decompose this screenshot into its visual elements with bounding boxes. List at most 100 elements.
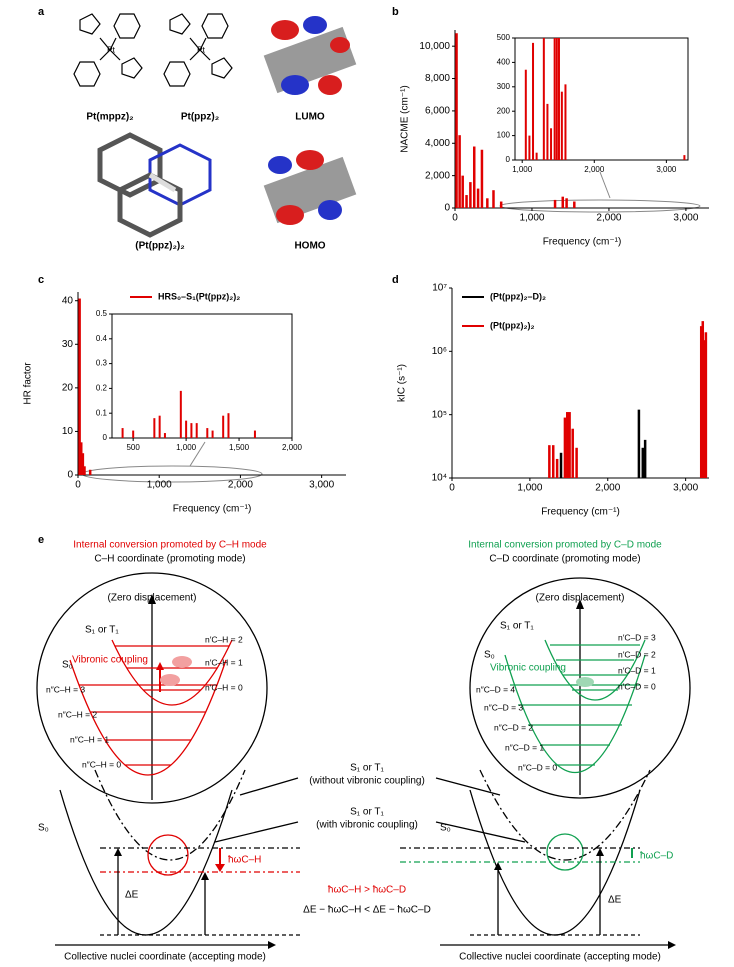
middle-label: (without vibronic coupling) [309,776,425,787]
y-tick-label: 6,000 [425,106,450,117]
quantum-label: ħωC–D [640,851,673,862]
bar [555,38,558,160]
diagram-title: Internal conversion promoted by C–H mode [73,540,267,551]
bar [704,332,708,478]
state-label: S₀ [440,823,451,834]
middle-label: S₁ or T₁ [350,807,384,818]
bar [455,33,458,209]
bar [81,453,85,475]
y-tick-label: 0.2 [96,384,108,393]
bar [480,149,484,208]
bar [524,69,527,160]
bar [703,340,706,478]
structure-label: Pt(mppz)₂ [86,112,133,123]
bar [575,447,578,478]
structure-label: Pt(ppz)₂ [181,112,219,123]
bar [158,415,161,438]
bar [195,423,198,438]
y-tick-label: 200 [497,106,511,115]
bar [486,198,489,208]
level-label: n″C–D = 1 [505,742,544,752]
bar [553,38,556,160]
callout [499,199,701,213]
x-tick-label: 0 [449,483,455,494]
bar [557,38,560,160]
zero-label: (Zero displacement) [108,593,197,604]
coupling-label: Vibronic coupling [72,655,148,666]
y-tick-label: 10⁶ [432,346,447,357]
y-tick-label: 0 [444,203,450,214]
level-label: n″C–H = 1 [70,734,109,744]
y-tick-label: 10⁴ [432,473,447,484]
diagram-subtitle: C–D coordinate (promoting mode) [489,554,640,565]
bar [555,458,559,478]
y-tick-label: 40 [62,295,74,306]
legend-label: (Pt(ppz)₂–D)₂ [490,291,546,301]
bar [701,321,705,478]
level-label: n′C–H = 1 [205,657,243,667]
x-tick-label: 3,000 [309,480,334,491]
panel-label: c [38,274,44,286]
bar [185,420,188,438]
diagram-title: Internal conversion promoted by C–D mode [468,540,662,551]
bar [550,128,553,160]
bar [568,412,571,478]
level-label: n′C–D = 1 [618,665,656,675]
dimer-sketch [97,132,212,238]
level-label: n″C–H = 3 [46,684,85,694]
bar [163,433,166,438]
bar [476,188,480,208]
x-tick-label: 1,000 [519,213,544,224]
level-label: n″C–D = 4 [476,684,515,694]
level-label: n′C–H = 2 [205,634,243,644]
panel-label: b [392,6,399,18]
y-tick-label: 10,000 [419,41,450,52]
middle-label: S₁ or T₁ [350,763,384,774]
state-label: S₀ [38,823,49,834]
bar [548,445,551,478]
y-tick-label: 0 [103,433,108,442]
y-tick-label: 30 [62,339,74,350]
atom: Pt [107,44,116,54]
x-tick-label: 0 [452,213,458,224]
atom: Pt [197,44,206,54]
level-label: n″C–H = 2 [58,709,97,719]
level-label: n′C–H = 0 [205,682,243,692]
coupling-label: Vibronic coupling [490,663,566,674]
x-tick-label: 3,000 [673,483,698,494]
panel-label: a [38,6,45,18]
x-tick-label: 1,000 [517,483,542,494]
x-tick-label: 3,000 [673,213,698,224]
bar [563,417,567,478]
bar [532,42,535,160]
bar [571,428,574,478]
y-tick-label: 0.3 [96,359,108,368]
x-axis-label: Frequency (cm⁻¹) [543,237,622,248]
x-tick-label: 1,500 [229,443,250,452]
plot-frame [514,37,689,161]
bar [88,469,92,475]
x-axis-label: Frequency (cm⁻¹) [173,504,252,515]
bar [637,409,641,478]
y-tick-label: 10 [62,426,74,437]
molecule-sketch [73,13,233,87]
y-tick-label: 0 [67,470,73,481]
state-label: S₀ [62,660,73,671]
y-tick-label: 20 [62,382,74,393]
bar [227,413,230,438]
x-tick-label: 3,000 [656,165,677,174]
level-label: n′C–D = 3 [618,632,656,642]
bar [683,155,686,160]
x-tick-label: 2,000 [596,213,621,224]
bar [492,190,495,208]
x-tick-label: 1,000 [512,165,533,174]
structure-label: LUMO [295,112,325,123]
y-axis-label: NACME (cm⁻¹) [400,85,411,153]
panel-label: d [392,274,399,286]
x-tick-label: 1,000 [176,443,197,452]
bar [461,175,464,208]
y-tick-label: 500 [497,33,511,42]
level-label: n″C–D = 0 [518,762,557,772]
bar [535,152,538,160]
axis-label: Collective nuclei coordinate (accepting … [64,952,266,963]
